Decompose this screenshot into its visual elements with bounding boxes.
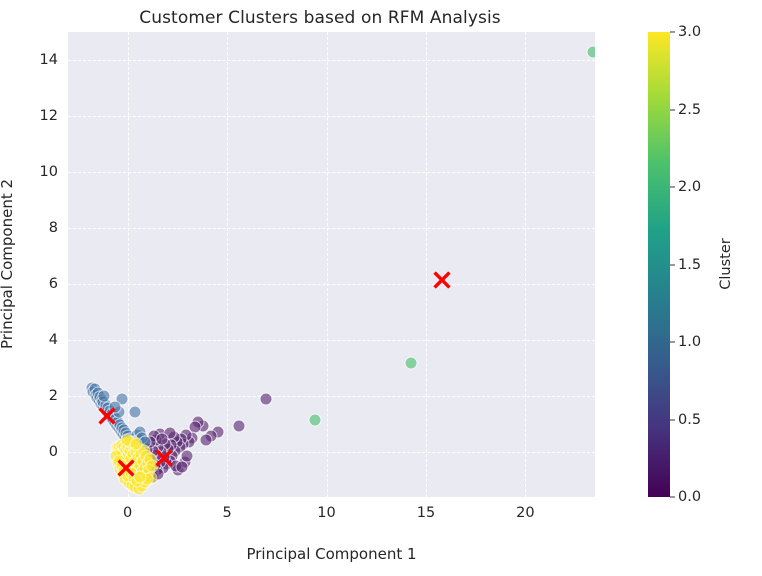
data-point [128,405,142,419]
y-tick-label: 6 [48,276,58,293]
chart-title: Customer Clusters based on RFM Analysis [139,8,501,28]
x-tick-label: 10 [317,505,336,521]
colorbar[interactable]: 0.0 0.5 1.0 1.5 2.0 2.5 3.0 [648,24,701,505]
x-tick-label: 5 [222,505,232,521]
data-point [129,437,143,451]
colorbar-tick-label: 2.0 [678,179,702,195]
data-point [586,45,595,59]
gridline-vertical [425,32,427,497]
data-point [145,459,159,473]
colorbar-tick [670,496,675,498]
y-tick-label: 8 [48,220,58,237]
x-tick-label: 15 [416,505,436,521]
gridline-horizontal [68,116,595,118]
data-point [97,389,111,403]
gridline-horizontal [68,452,595,454]
colorbar-tick [670,341,675,343]
gridline-vertical [127,32,129,497]
gridline-vertical [326,32,328,497]
x-tick-label: 0 [123,505,133,521]
colorbar-gradient [648,32,670,497]
gridline-horizontal [68,284,595,286]
gridline-horizontal [68,228,595,230]
colorbar-tick-label: 1.0 [678,334,702,350]
colorbar-tick-label: 1.5 [678,256,702,273]
data-point [133,470,147,484]
data-point [308,413,322,427]
colorbar-tick [670,109,675,110]
y-tick-label: 14 [39,52,58,68]
cluster-centroid-marker [431,269,453,291]
x-tick-label: 20 [516,505,535,521]
x-axis-label: Principal Component 1 [246,545,417,563]
gridline-horizontal [68,172,595,174]
gridline-vertical [525,32,527,497]
y-tick-label: 10 [39,164,58,181]
data-point [199,433,213,447]
colorbar-tick-label: 0.0 [678,489,702,505]
plot-area[interactable] [68,32,595,497]
y-tick-label: 12 [39,108,58,125]
gridline-horizontal [68,60,595,61]
colorbar-tick-label: 0.5 [678,411,702,428]
gridline-horizontal [68,340,595,342]
data-point [259,392,273,406]
colorbar-tick-label: 3.0 [678,24,702,40]
colorbar-tick [670,264,675,265]
colorbar-tick [670,419,675,420]
y-tick-label: 4 [48,332,58,349]
data-point [175,460,189,474]
data-point [108,400,122,414]
y-tick-label: 0 [48,444,58,461]
colorbar-tick-label: 2.5 [678,101,702,118]
data-point [155,432,169,446]
colorbar-tick [670,31,675,33]
y-tick-label: 2 [48,388,58,405]
gridline-vertical [227,32,229,497]
colorbar-title: Cluster [718,238,734,290]
data-point [404,356,418,370]
y-axis-label: Principal Component 2 [0,179,16,350]
colorbar-tick [670,186,675,188]
data-point [232,419,246,433]
gridline-horizontal [68,396,595,398]
